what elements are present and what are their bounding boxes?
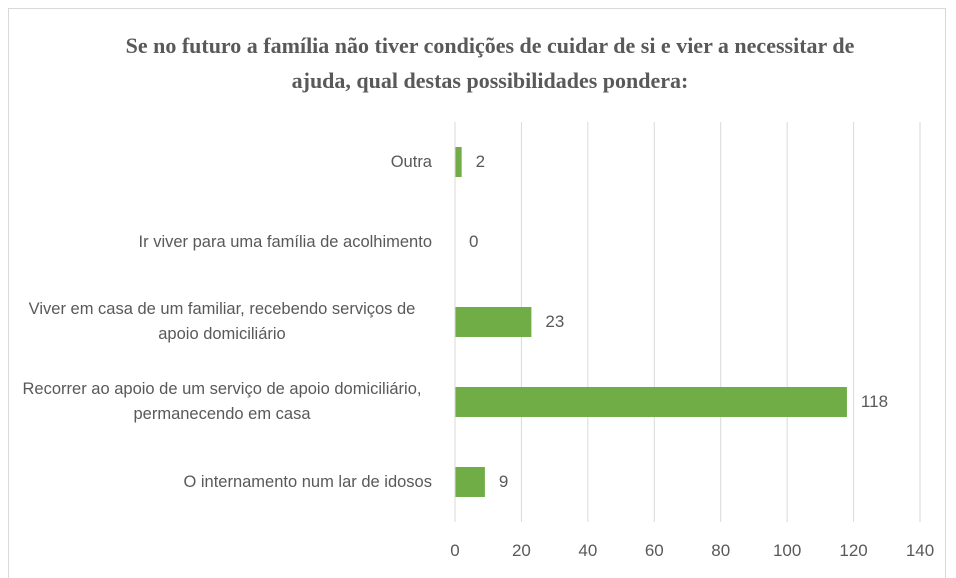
x-tick-label: 60 (644, 541, 664, 560)
bar (455, 147, 462, 177)
x-tick-label: 80 (711, 541, 731, 560)
bar (455, 387, 847, 417)
value-label: 23 (545, 312, 565, 331)
value-label: 118 (860, 392, 889, 411)
x-tick-label: 120 (839, 541, 868, 560)
category-text: O internamento num lar de idosos (183, 472, 432, 491)
value-label: 9 (498, 472, 509, 491)
chart-title: Se no futuro a família não tiver condiçõ… (125, 33, 855, 93)
x-tick-label: 20 (511, 541, 531, 560)
category-text: Recorrer ao apoio de um serviço de apoio… (22, 380, 422, 423)
value-label: 0 (469, 232, 479, 251)
x-tick-label: 100 (772, 541, 802, 560)
category-label: Ir viver para uma família de acolhimento (12, 230, 432, 255)
category-label: Outra (12, 150, 432, 175)
x-tick-label: 0 (450, 541, 460, 560)
value-label: 2 (475, 152, 486, 171)
x-tick-label: 40 (578, 541, 598, 560)
chart-border (8, 8, 946, 578)
category-label: O internamento num lar de idosos (12, 470, 432, 495)
category-label: Viver em casa de um familiar, recebendo … (12, 297, 432, 347)
category-text: Ir viver para uma família de acolhimento (138, 232, 432, 251)
bar (455, 467, 485, 497)
category-text: Viver em casa de um familiar, recebendo … (28, 300, 416, 343)
category-text: Outra (390, 152, 432, 171)
x-tick-label: 140 (905, 541, 935, 560)
category-label: Recorrer ao apoio de um serviço de apoio… (12, 377, 432, 427)
bar (455, 307, 532, 337)
